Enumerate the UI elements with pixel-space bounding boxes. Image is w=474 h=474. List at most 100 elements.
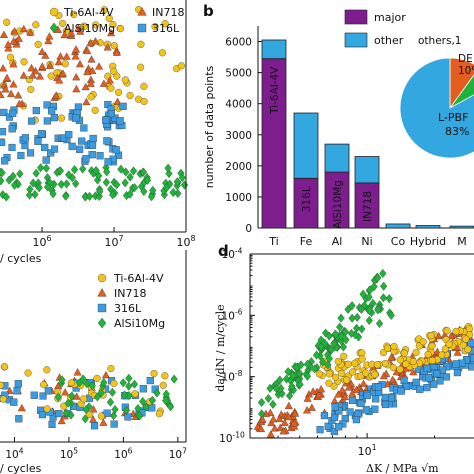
x-axis-label: / cycles [0, 462, 42, 474]
data-point [270, 424, 279, 432]
data-point [26, 28, 35, 36]
data-point [331, 403, 339, 411]
pie-label-lpbf-pct: 83% [445, 125, 469, 138]
data-point [92, 165, 100, 176]
data-point [80, 22, 88, 30]
data-point [159, 381, 167, 389]
data-point [62, 52, 71, 60]
data-point [40, 381, 48, 389]
data-point [416, 385, 424, 393]
data-point [148, 395, 157, 405]
data-point [29, 178, 37, 188]
data-point [62, 179, 71, 189]
bar-other [261, 39, 287, 60]
data-point [343, 376, 351, 384]
data-point [27, 117, 36, 125]
legend-label: IN718 [114, 287, 146, 300]
data-point [91, 106, 99, 114]
y-tick-label: 10-10 [219, 430, 245, 445]
data-point [340, 352, 348, 360]
data-point [103, 137, 111, 145]
data-point [178, 173, 186, 183]
data-point [3, 18, 11, 26]
data-point [335, 407, 343, 415]
data-point [120, 390, 129, 400]
data-point [358, 349, 366, 357]
data-point [88, 381, 96, 391]
data-point [121, 76, 129, 84]
data-point [342, 335, 350, 345]
data-point [161, 372, 169, 380]
data-point [383, 344, 392, 352]
panel-d-axes: 10-10 10-8 10-6 10-4 101 ΔK / MPa √m da/dN / m… [214, 246, 474, 474]
data-point [38, 62, 47, 70]
data-point [315, 370, 323, 378]
legend-swatch-major [344, 9, 368, 25]
data-point [95, 191, 103, 201]
bar-major [261, 58, 287, 229]
data-point [70, 10, 78, 18]
data-point [279, 427, 288, 435]
legend-marker [97, 303, 107, 313]
x-axis-label: / cycles [0, 252, 42, 265]
data-point [284, 367, 292, 377]
data-point [363, 391, 371, 399]
data-point [74, 103, 82, 111]
data-point [373, 361, 381, 369]
data-point [177, 62, 185, 70]
data-point [303, 359, 312, 369]
data-point [36, 163, 45, 173]
data-point [88, 66, 97, 74]
data-point [71, 52, 80, 60]
data-point [80, 395, 88, 403]
bar-other [415, 225, 441, 229]
data-point [278, 389, 286, 399]
data-point [385, 294, 393, 304]
data-point [330, 427, 338, 436]
panel-c-legend: Ti-6Al-4V IN718 316L AlSi10Mg [97, 272, 165, 330]
data-point [10, 180, 19, 190]
data-point [87, 93, 95, 101]
data-point [61, 60, 69, 68]
data-point [102, 116, 110, 124]
data-point [334, 357, 342, 366]
data-point [352, 416, 360, 424]
data-point [55, 76, 64, 84]
data-point [296, 379, 304, 389]
data-point [0, 128, 7, 136]
data-point [331, 373, 339, 381]
data-point [9, 80, 18, 88]
data-point [110, 67, 118, 75]
data-point [17, 151, 25, 160]
data-point [462, 335, 470, 343]
y-tick-label: 0 [245, 223, 252, 235]
data-point [280, 418, 289, 426]
data-point [162, 396, 170, 406]
data-point [180, 180, 189, 190]
data-point [387, 394, 395, 402]
data-point [321, 338, 329, 348]
data-point [119, 102, 127, 110]
data-point [358, 324, 366, 334]
data-point [453, 369, 462, 377]
data-point [337, 331, 346, 341]
data-point [303, 394, 312, 402]
data-point [52, 91, 61, 99]
data-point [269, 414, 278, 423]
data-point [267, 418, 276, 427]
data-point [43, 117, 51, 125]
data-point [348, 396, 357, 405]
data-point [35, 183, 43, 193]
data-point [45, 32, 54, 40]
data-point [59, 19, 67, 27]
y-tick-label: 3000 [225, 130, 252, 142]
data-point [15, 99, 24, 108]
data-point [38, 47, 47, 55]
data-point [400, 376, 408, 384]
data-point [321, 328, 330, 338]
data-point [103, 43, 112, 51]
data-point [264, 393, 273, 404]
data-point [15, 415, 23, 423]
data-point [140, 82, 148, 90]
